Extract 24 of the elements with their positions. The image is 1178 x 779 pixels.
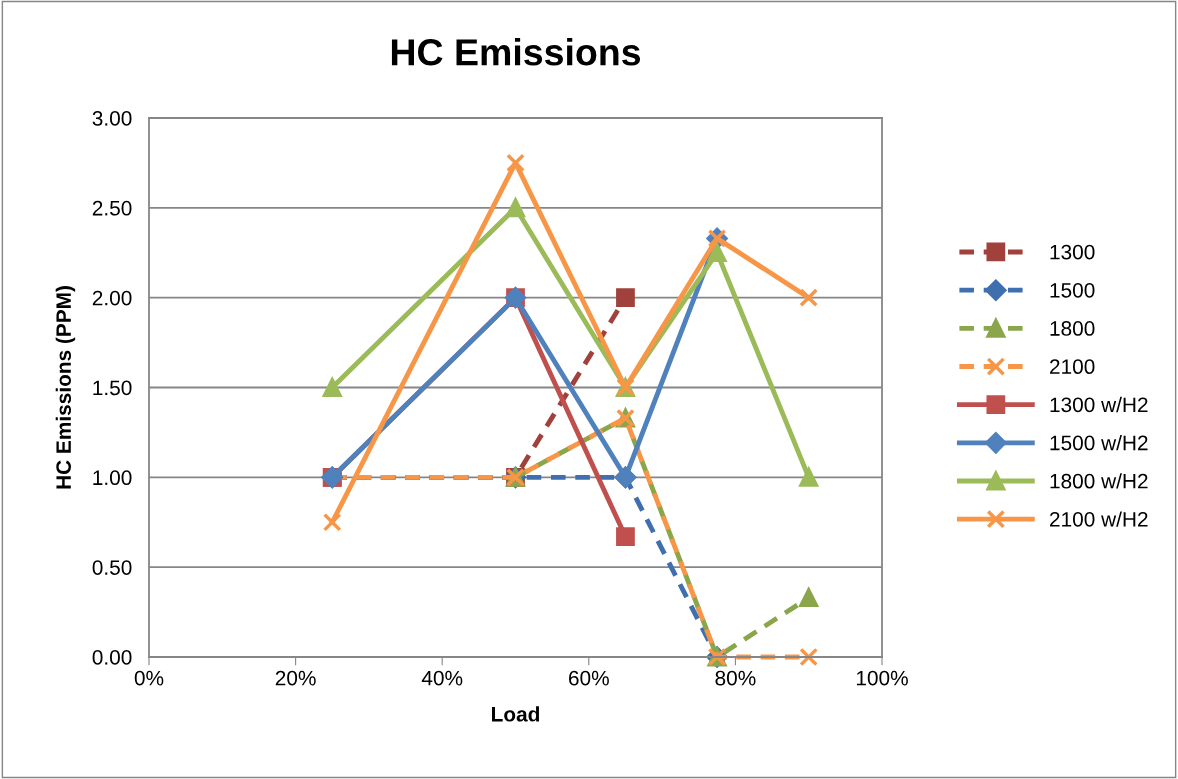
legend-label: 1300 w/H2 [1050, 396, 1148, 413]
legend-label: 1500 [1050, 282, 1095, 298]
legend-label: 1300 [1050, 244, 1095, 260]
x-tick-label: 100% [856, 670, 908, 686]
legend-label: 2100 [1050, 359, 1095, 375]
legend-label: 1800 w/H2 [1050, 473, 1148, 489]
x-tick-label: 20% [275, 670, 316, 686]
y-tick-label: 0.00 [92, 650, 132, 665]
y-tick-label: 1.00 [93, 470, 132, 486]
y-tick-label: 1.50 [93, 380, 132, 396]
y-tick-label: 0.50 [92, 560, 132, 575]
x-tick-label: 80% [715, 670, 756, 686]
y-tick-label: 3.00 [92, 111, 132, 126]
x-tick-label: 60% [569, 670, 609, 686]
legend-label: 2100 w/H2 [1050, 511, 1148, 527]
legend-label: 1500 w/H2 [1050, 435, 1148, 451]
y-tick-label: 2.50 [92, 200, 132, 216]
chart-title: HC Emissions [391, 38, 641, 66]
x-tick-label: 0% [134, 670, 164, 686]
x-axis-title: Load [492, 706, 540, 722]
legend-label: 1800 [1050, 321, 1095, 336]
y-tick-label: 2.00 [92, 290, 132, 306]
x-tick-label: 40% [421, 670, 463, 686]
y-axis-title: HC Emissions (PPM) [55, 286, 76, 489]
